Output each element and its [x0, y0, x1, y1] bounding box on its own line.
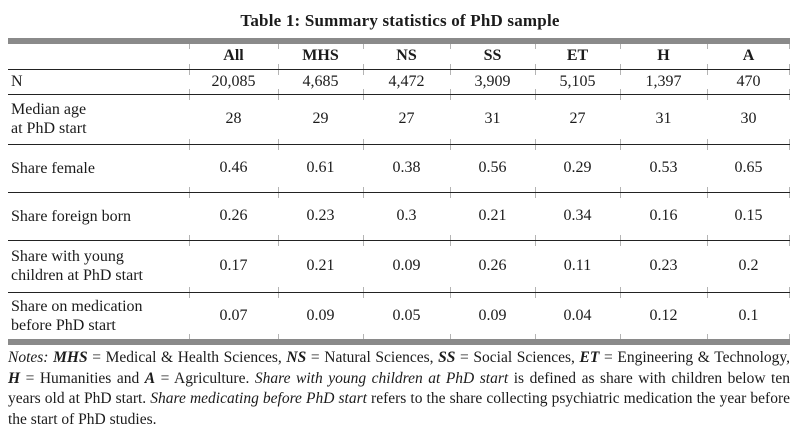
table-cell: 0.12 — [620, 292, 707, 339]
table-cell: 0.26 — [189, 192, 278, 241]
table-cell: 20,085 — [189, 69, 278, 95]
table-cell: 31 — [450, 94, 535, 145]
notes-emphasis: NS — [286, 349, 307, 366]
table-cell: 0.05 — [363, 292, 450, 339]
table-bottom-rule — [8, 339, 790, 345]
notes-emphasis: MHS — [53, 349, 88, 366]
table-cell: 0.09 — [363, 240, 450, 293]
summary-table: All MHS NS SS ET H A N 20,085 4,685 4,472 3,909 5,1… — [8, 38, 790, 345]
table-title: Table 1: Summary statistics of PhD sampl… — [240, 11, 560, 30]
table-top-rule — [8, 38, 790, 44]
table-cell: 0.17 — [189, 240, 278, 293]
table-row: Share with young children at PhD start 0.1… — [8, 240, 790, 293]
table-cell: 5,105 — [535, 69, 620, 95]
table-cell: 0.23 — [620, 240, 707, 293]
column-header: ET — [535, 44, 620, 70]
table-cell: 0.65 — [707, 144, 790, 193]
table-row: Share on medication before PhD start 0.07 0… — [8, 292, 790, 339]
notes-text: = Natural Sciences, — [306, 349, 439, 366]
table-cell: 4,472 — [363, 69, 450, 95]
notes-text: is defined as share with children below … — [8, 369, 790, 408]
column-header: H — [620, 44, 707, 70]
row-label: N — [8, 69, 189, 95]
column-header: MHS — [278, 44, 363, 70]
table-cell: 0.09 — [278, 292, 363, 339]
table-cell: 0.46 — [189, 144, 278, 193]
notes-emphasis: Share with young children at PhD start — [254, 369, 509, 387]
notes-text: refers to the share collecting psychiatr… — [8, 390, 790, 428]
table-cell: 0.56 — [450, 144, 535, 193]
table-row: Share female 0.46 0.61 0.38 0.56 0.29 0.53 0.65 — [8, 144, 790, 193]
table-cell: 0.23 — [278, 192, 363, 241]
table-cell: 0.21 — [450, 192, 535, 241]
table-cell: 0.26 — [450, 240, 535, 293]
table-cell: 0.2 — [707, 240, 790, 293]
table-cell: 0.16 — [620, 192, 707, 241]
notes-text: = Medical & Health Sciences, — [87, 349, 287, 366]
row-label: Share female — [8, 144, 189, 193]
table-cell: 0.3 — [363, 192, 450, 241]
notes-emphasis: A — [144, 369, 156, 387]
notes-text: = Engineering & Technology, — [599, 349, 791, 366]
table-cell: 0.11 — [535, 240, 620, 293]
table-cell: 470 — [707, 69, 790, 95]
table-cell: 0.1 — [707, 292, 790, 339]
notes-emphasis: Share medicating before PhD start — [150, 390, 367, 407]
notes-text: = Agriculture. — [155, 369, 255, 387]
table-cell: 0.04 — [535, 292, 620, 339]
row-label: Share on medication before PhD start — [11, 297, 143, 334]
notes-text: = Social Sciences, — [455, 349, 580, 366]
table-cell: 27 — [535, 94, 620, 145]
notes-emphasis: H — [8, 369, 21, 387]
table-row: Median age at PhD start 28 29 27 31 27 31 30 — [8, 94, 790, 145]
table-cell: 29 — [278, 94, 363, 145]
table-cell: 0.53 — [620, 144, 707, 193]
row-label: Share with young children at PhD start — [8, 240, 189, 293]
table-cell: 31 — [620, 94, 707, 145]
table-cell: 1,397 — [620, 69, 707, 95]
table-cell: 28 — [189, 94, 278, 145]
table-cell: 0.21 — [278, 240, 363, 293]
notes-emphasis: ET — [579, 349, 600, 366]
header-row: All MHS NS SS ET H A — [8, 44, 790, 70]
column-header: SS — [450, 44, 535, 70]
table-row: Share foreign born 0.26 0.23 0.3 0.21 0.34 0.1… — [8, 192, 790, 241]
table-cell: 0.09 — [450, 292, 535, 339]
row-label: Share foreign born — [8, 192, 189, 241]
table-cell: 0.07 — [189, 292, 278, 339]
column-header: NS — [363, 44, 450, 70]
notes: Notes: MHS = Medical & Health Sciences, … — [8, 348, 790, 430]
row-label-header — [8, 44, 189, 70]
table-cell: 0.29 — [535, 144, 620, 193]
table-cell: 27 — [363, 94, 450, 145]
table-cell: 4,685 — [278, 69, 363, 95]
row-label: Median age at PhD start — [8, 94, 189, 145]
column-header: All — [189, 44, 278, 70]
table-cell: 0.61 — [278, 144, 363, 193]
table-cell: 0.34 — [535, 192, 620, 241]
summary-statistics-table: All MHS NS SS ET H A N 20,085 4,685 4,472 3,909 5,1… — [8, 44, 790, 339]
notes-emphasis: Notes: — [8, 349, 54, 366]
table-cell: 30 — [707, 94, 790, 145]
table-row: N 20,085 4,685 4,472 3,909 5,105 1,397 470 — [8, 69, 790, 95]
table-cell: 3,909 — [450, 69, 535, 95]
table-cell: 0.38 — [363, 144, 450, 193]
notes-emphasis: SS — [438, 349, 456, 366]
column-header: A — [707, 44, 790, 70]
table-cell: 0.15 — [707, 192, 790, 241]
notes-text: = Humanities and — [20, 369, 145, 387]
